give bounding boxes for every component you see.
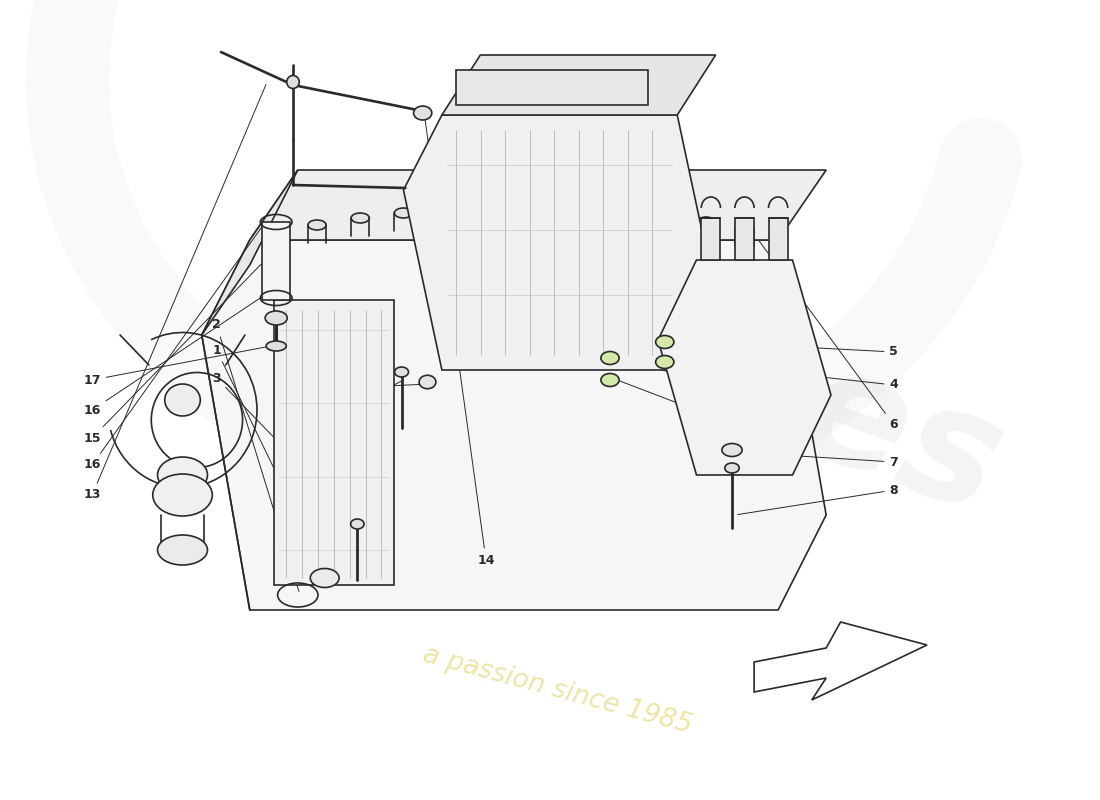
Text: 15: 15 — [84, 264, 262, 445]
Ellipse shape — [153, 474, 212, 516]
Ellipse shape — [351, 213, 370, 223]
Ellipse shape — [656, 335, 674, 349]
Ellipse shape — [438, 205, 455, 215]
Polygon shape — [250, 170, 826, 240]
Ellipse shape — [736, 223, 754, 233]
Polygon shape — [442, 55, 716, 115]
Polygon shape — [755, 622, 927, 700]
Bar — [262, 222, 290, 300]
Text: 8: 8 — [738, 483, 899, 514]
Text: 3: 3 — [212, 371, 358, 524]
Text: 2: 2 — [212, 318, 299, 591]
Polygon shape — [201, 240, 826, 610]
Ellipse shape — [722, 443, 742, 457]
Bar — [735, 218, 755, 260]
Text: 16: 16 — [84, 298, 261, 417]
Ellipse shape — [414, 106, 432, 120]
Ellipse shape — [395, 367, 408, 377]
Ellipse shape — [351, 519, 364, 529]
Text: 14: 14 — [425, 118, 495, 566]
Ellipse shape — [610, 208, 629, 218]
Polygon shape — [201, 170, 298, 335]
Bar — [456, 70, 648, 105]
Text: 16: 16 — [84, 227, 262, 471]
Ellipse shape — [266, 341, 286, 351]
Text: 4: 4 — [670, 360, 899, 391]
Ellipse shape — [310, 569, 339, 587]
Ellipse shape — [481, 205, 499, 215]
Bar — [274, 300, 394, 585]
Ellipse shape — [165, 384, 200, 416]
Ellipse shape — [419, 375, 436, 389]
Text: 17: 17 — [84, 346, 274, 386]
Ellipse shape — [524, 205, 542, 215]
Ellipse shape — [697, 217, 715, 227]
Text: 1: 1 — [212, 343, 324, 573]
Ellipse shape — [601, 374, 619, 386]
Ellipse shape — [157, 457, 208, 493]
Text: europes: europes — [285, 153, 1022, 547]
Ellipse shape — [287, 75, 299, 89]
Text: 12: 12 — [615, 357, 700, 385]
Polygon shape — [658, 260, 830, 475]
Ellipse shape — [656, 355, 674, 369]
Ellipse shape — [509, 230, 528, 240]
Ellipse shape — [265, 311, 287, 325]
Text: a passion since 1985: a passion since 1985 — [420, 642, 694, 738]
Ellipse shape — [601, 351, 619, 365]
Text: 5: 5 — [670, 340, 899, 358]
Text: 6: 6 — [759, 240, 899, 431]
Polygon shape — [404, 115, 716, 370]
Ellipse shape — [308, 220, 326, 230]
Text: 11: 11 — [615, 379, 700, 414]
Ellipse shape — [456, 235, 475, 245]
Bar — [769, 218, 788, 260]
Ellipse shape — [157, 535, 208, 565]
Text: 13: 13 — [84, 85, 266, 502]
Bar — [702, 218, 721, 260]
Ellipse shape — [725, 463, 739, 473]
Text: 7: 7 — [738, 452, 899, 469]
Text: 10: 10 — [333, 382, 427, 394]
Ellipse shape — [394, 208, 412, 218]
Text: 9: 9 — [342, 382, 402, 417]
Ellipse shape — [568, 205, 585, 215]
Ellipse shape — [653, 213, 672, 223]
